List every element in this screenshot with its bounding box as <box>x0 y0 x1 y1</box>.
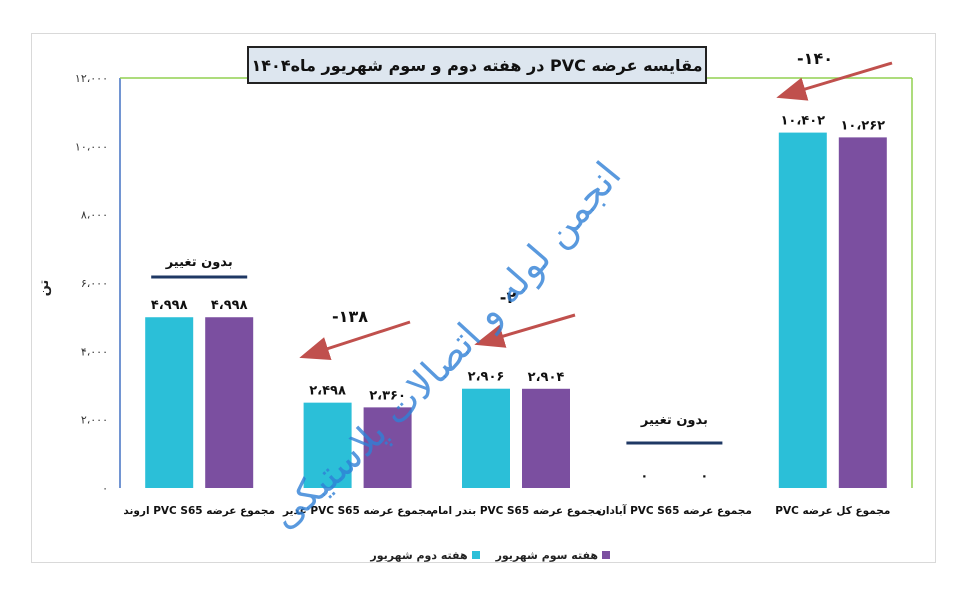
bar <box>363 407 412 488</box>
data-label: ۱۰،۲۶۲ <box>840 118 885 133</box>
data-label: ۴،۹۹۸ <box>211 298 248 313</box>
legend-label: هفته سوم شهریور <box>495 548 598 562</box>
annotation-arrow <box>776 61 893 101</box>
bar <box>145 317 194 488</box>
y-tick-label: ۶،۰۰۰ <box>81 277 108 290</box>
x-tick-label: مجموع کل عرضه PVC <box>775 505 890 517</box>
data-label: ۴،۹۹۸ <box>151 298 188 313</box>
y-tick-label: ۱۲،۰۰۰ <box>75 72 108 85</box>
bar <box>778 132 827 488</box>
data-label: ۰ <box>700 469 708 484</box>
y-tick-label: ۱۰،۰۰۰ <box>75 140 108 153</box>
annotation-text: -۱۴۰ <box>797 49 833 68</box>
annotation-text: بدون تغییر <box>640 413 708 428</box>
annotation-text: بدون تغییر <box>165 255 233 270</box>
y-tick-label: ۸،۰۰۰ <box>81 209 108 222</box>
data-label: ۲،۳۶۰ <box>369 388 406 403</box>
legend-label: هفته دوم شهریور <box>370 548 468 562</box>
annotation-text: -۲ <box>500 288 517 307</box>
y-axis-label: تن <box>37 280 52 297</box>
bar <box>205 317 254 488</box>
y-tick-label: ۴،۰۰۰ <box>81 345 108 358</box>
bar <box>522 388 570 488</box>
legend-swatch <box>471 551 480 559</box>
annotation-arrow <box>299 320 411 361</box>
legend-item-series-2: هفته سوم شهریور <box>496 546 610 564</box>
data-label: ۲،۹۰۶ <box>468 370 505 385</box>
data-label: ۲،۴۹۸ <box>309 384 346 399</box>
chart-title: مقایسه عرضه PVC در هفته دوم و سوم شهریور… <box>247 46 707 84</box>
y-tick-label: ۰ <box>102 482 108 495</box>
x-tick-label: مجموع عرضه PVC S65 اروند <box>123 505 275 517</box>
legend-item-series-1: هفته دوم شهریور <box>370 546 480 564</box>
data-label: ۲،۹۰۴ <box>528 370 565 385</box>
bar <box>838 137 887 489</box>
x-tick-label: مجموع عرضه PVC S65 بندر امام <box>430 505 601 517</box>
data-label: ۱۰،۴۰۲ <box>780 114 825 129</box>
bar <box>462 388 510 488</box>
annotation-arrow <box>474 313 576 348</box>
x-tick-label: مجموع عرضه PVC S65 غدیر <box>282 505 432 517</box>
y-tick-label: ۲،۰۰۰ <box>81 414 108 427</box>
annotation-text: -۱۳۸ <box>332 307 368 326</box>
bar <box>303 402 352 488</box>
data-label: ۰ <box>640 469 648 484</box>
legend-swatch <box>602 551 610 559</box>
legend: هفته سوم شهریور هفته دوم شهریور <box>360 546 610 564</box>
x-tick-label: مجموع عرضه PVC S65 آبادان <box>597 504 752 517</box>
